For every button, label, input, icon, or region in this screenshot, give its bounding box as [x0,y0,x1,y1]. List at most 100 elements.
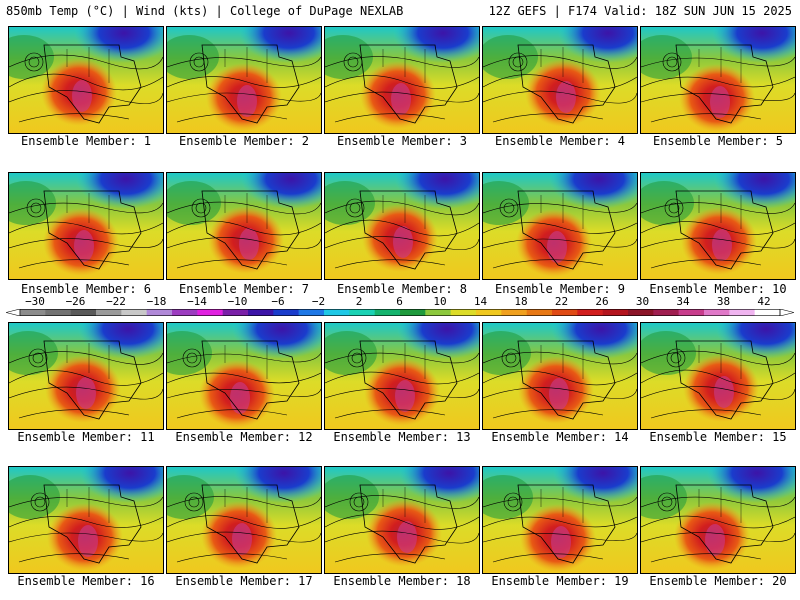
colorbar-tick-label: −26 [65,295,86,308]
colorbar-ticks: −30 −26 −22 −18 −14 −10 −6 −2 2 6 10 14 18 22 26 30 34 38… [0,296,800,308]
colorbar-tick-label: −14 [187,295,207,308]
map-frame [8,26,164,134]
map-frame [640,26,796,134]
colorbar-swatch [704,309,730,316]
colorbar-swatch [172,309,198,316]
ensemble-member-label: Ensemble Member: 3 [336,134,468,148]
temperature-map [325,323,479,429]
colorbar-swatch [400,309,426,316]
colorbar-tick-label: 26 [595,295,609,308]
colorbar-min-arrow [6,309,21,316]
temperature-map [483,467,637,573]
colorbar-swatch [602,309,629,316]
colorbar-swatch [222,309,249,316]
temperature-map [325,467,479,573]
colorbar-tick-label: −2 [311,295,326,308]
map-frame [166,466,322,574]
colorbar-tick-label: −6 [271,295,285,308]
temperature-map [9,467,163,573]
colorbar-tick-label: 14 [473,295,488,308]
colorbar-swatch [653,309,679,316]
colorbar-swatch [754,309,781,316]
colorbar-swatch [450,309,477,316]
temperature-map [641,173,795,279]
colorbar-tick-label: −30 [25,295,45,308]
colorbar-swatch [273,309,299,316]
ensemble-member-label: Ensemble Member: 14 [491,430,629,444]
temperature-map [167,173,321,279]
ensemble-member-label: Ensemble Member: 15 [649,430,787,444]
ensemble-member-label: Ensemble Member: 12 [175,430,313,444]
colorbar-swatch [146,309,173,316]
temperature-map [641,467,795,573]
map-frame [324,172,480,280]
colorbar-swatch [96,309,122,316]
map-frame [482,26,638,134]
colorbar-tick-label: 38 [716,295,731,308]
temperature-map [9,323,163,429]
colorbar-swatch [70,309,97,316]
colorbar-tick-label: −22 [106,295,126,308]
product-title: 850mb Temp (°C) | Wind (kts) | College o… [6,4,404,18]
colorbar-swatch [248,309,274,316]
run-valid-time: 12Z GEFS | F174 Valid: 18Z SUN JUN 15 20… [488,4,792,18]
header: 850mb Temp (°C) | Wind (kts) | College o… [0,0,800,22]
map-frame [482,466,638,574]
colorbar-tick-label: 34 [676,295,690,308]
colorbar-swatch [628,309,654,316]
colorbar-swatch [121,309,147,316]
temperature-map [167,27,321,133]
colorbar-swatch [374,309,401,316]
ensemble-member-label: Ensemble Member: 9 [494,282,626,296]
ensemble-member-label: Ensemble Member: 20 [649,574,787,588]
map-frame [482,322,638,430]
colorbar-tick-label: 6 [396,295,403,308]
ensemble-member-label: Ensemble Member: 1 [20,134,152,148]
colorbar-swatch [324,309,350,316]
temperature-map [641,27,795,133]
colorbar-swatch [425,309,451,316]
ensemble-member-label: Ensemble Member: 7 [178,282,310,296]
colorbar-tick-label: −18 [146,295,167,308]
map-frame [482,172,638,280]
colorbar-tick-label: 42 [757,295,771,308]
colorbar-tick-label: 10 [433,295,447,308]
ensemble-member-label: Ensemble Member: 4 [494,134,626,148]
ensemble-member-label: Ensemble Member: 5 [652,134,784,148]
map-frame [640,466,796,574]
colorbar-tick-label: 2 [355,295,363,308]
map-frame [8,322,164,430]
ensemble-member-label: Ensemble Member: 8 [336,282,468,296]
temperature-map [483,323,637,429]
temperature-map [483,27,637,133]
map-frame [324,26,480,134]
ensemble-member-label: Ensemble Member: 10 [649,282,787,296]
ensemble-member-label: Ensemble Member: 11 [17,430,155,444]
colorbar-tick-label: 30 [635,295,650,308]
colorbar-swatch [20,309,46,316]
map-frame [166,172,322,280]
temperature-colorbar: −30 −26 −22 −18 −14 −10 −6 −2 2 6 10 14 18 22 26 30 34 38… [0,296,800,318]
temperature-map [167,467,321,573]
colorbar-swatch [526,309,553,316]
temperature-map [325,173,479,279]
colorbar-swatch [552,309,578,316]
ensemble-member-label: Ensemble Member: 19 [491,574,629,588]
map-frame [166,26,322,134]
colorbar-swatch [501,309,527,316]
colorbar-bar [6,309,794,316]
colorbar-swatch [577,309,603,316]
colorbar-swatch [678,309,705,316]
map-frame [640,172,796,280]
map-frame [8,466,164,574]
colorbar-swatch [476,309,502,316]
temperature-map [483,173,637,279]
colorbar-tick-label: 22 [554,295,569,308]
ensemble-member-label: Ensemble Member: 6 [20,282,152,296]
colorbar-tick-label: −10 [227,295,248,308]
map-frame [8,172,164,280]
colorbar-swatch [298,309,325,316]
temperature-map [9,173,163,279]
temperature-map [167,323,321,429]
